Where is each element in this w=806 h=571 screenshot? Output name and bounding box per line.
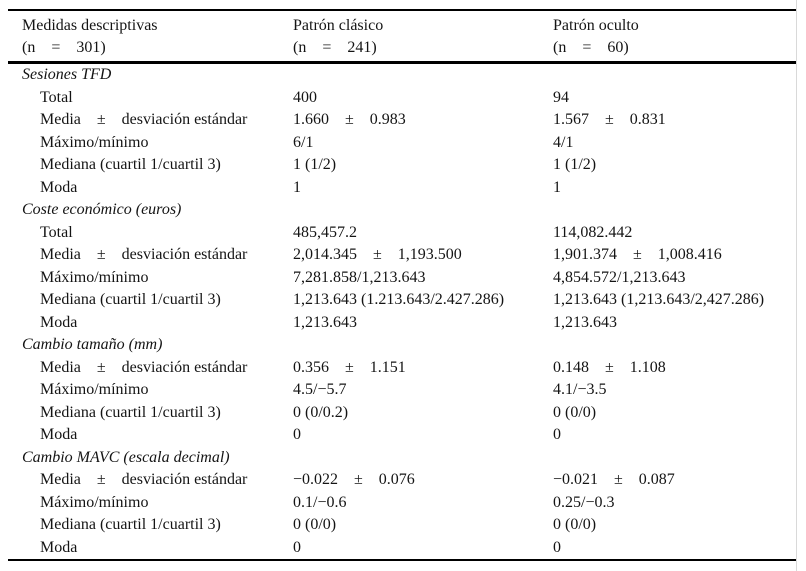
page-edge-line: [796, 0, 797, 571]
table-row: Mediana (cuartil 1/cuartil 3) 1 (1/2) 1 (1…: [8, 154, 797, 177]
table-row: Máximo/mínimo 4.5/−5.7 4.1/−3.5: [8, 379, 797, 402]
row-label: Total: [40, 88, 73, 106]
value-patron-oculto: 1,901.374 ± 1,008.416: [553, 246, 722, 263]
value-patron-clasico: 0.1/−0.6: [293, 493, 347, 511]
value-patron-oculto: 4.1/−3.5: [553, 381, 607, 398]
table-top-rule: [8, 9, 797, 11]
row-label: Máximo/mínimo: [40, 381, 149, 398]
table-row: Mediana (cuartil 1/cuartil 3) 0 (0/0) 0 (0…: [8, 514, 797, 537]
value-patron-oculto: 0 (0/0): [553, 516, 597, 533]
value-patron-clasico: 7,281.858/1,213.643: [293, 268, 426, 286]
value-patron-clasico: 1,213.643 (1.213.643/2.427.286): [293, 291, 505, 308]
value-patron-oculto: 4/1: [553, 133, 574, 151]
row-label: Mediana (cuartil 1/cuartil 3): [40, 156, 221, 173]
value-patron-clasico: 485,457.2: [293, 223, 357, 241]
value-patron-clasico: 2,014.345 ± 1,193.500: [293, 246, 462, 263]
value-patron-clasico: 0: [293, 538, 301, 556]
section-title: Cambio MAVC (escala decimal): [22, 448, 230, 466]
table-row: Moda 0 0: [8, 537, 797, 560]
value-patron-oculto: 4,854.572/1,213.643: [553, 268, 686, 286]
table-row: Total 485,457.2 114,082.442: [8, 222, 797, 245]
value-patron-clasico: 1,213.643: [293, 313, 357, 331]
table-row: Moda 1 1: [8, 177, 797, 200]
row-label: Máximo/mínimo: [40, 133, 149, 151]
value-patron-oculto: 1,213.643 (1,213.643/2,427.286): [553, 291, 765, 308]
column-header-patron-oculto: Patrón oculto (n = 60): [553, 15, 797, 59]
value-patron-oculto: 1.567 ± 0.831: [553, 111, 666, 128]
value-patron-clasico: 1 (1/2): [293, 156, 337, 173]
column-header-medidas: Medidas descriptivas (n = 301): [8, 15, 293, 59]
value-patron-clasico: 400: [293, 88, 317, 106]
row-label: Mediana (cuartil 1/cuartil 3): [40, 291, 221, 308]
column-header-n: (n = 60): [553, 39, 629, 56]
row-label: Moda: [40, 178, 78, 196]
table-row: Máximo/mínimo 0.1/−0.6 0.25/−0.3: [8, 492, 797, 515]
table-row: Mediana (cuartil 1/cuartil 3) 1,213.643 (…: [8, 289, 797, 312]
value-patron-clasico: 6/1: [293, 133, 314, 151]
row-label: Mediana (cuartil 1/cuartil 3): [40, 516, 221, 533]
value-patron-oculto: 114,082.442: [553, 223, 633, 241]
value-patron-clasico: 0 (0/0.2): [293, 403, 349, 421]
table-row: Moda 0 0: [8, 424, 797, 447]
row-label: Total: [40, 223, 73, 241]
table-row: Mediana (cuartil 1/cuartil 3) 0 (0/0.2) 0 …: [8, 402, 797, 425]
row-label: Máximo/mínimo: [40, 493, 149, 511]
value-patron-clasico: 0 (0/0): [293, 516, 337, 533]
row-label: Media ± desviación estándar: [40, 111, 248, 128]
table-header-row: Medidas descriptivas (n = 301) Patrón cl…: [8, 11, 797, 61]
row-label: Moda: [40, 538, 78, 556]
row-label: Media ± desviación estándar: [40, 246, 248, 263]
value-patron-oculto: −0.021 ± 0.087: [553, 471, 675, 488]
value-patron-clasico: 1.660 ± 0.983: [293, 111, 406, 128]
value-patron-oculto: 0 (0/0): [553, 403, 597, 421]
value-patron-oculto: 1 (1/2): [553, 156, 597, 173]
row-label: Máximo/mínimo: [40, 268, 149, 286]
section-title: Cambio tamaño (mm): [22, 336, 163, 353]
column-header-n: (n = 301): [22, 39, 106, 56]
table-row: Total 400 94: [8, 87, 797, 110]
section-title: Coste económico (euros): [22, 201, 182, 218]
table-row: Moda 1,213.643 1,213.643: [8, 312, 797, 335]
value-patron-clasico: 4.5/−5.7: [293, 381, 347, 398]
value-patron-oculto: 0: [553, 538, 561, 556]
table-row: Media ± desviación estándar 0.356 ± 1.151…: [8, 357, 797, 380]
row-label: Moda: [40, 313, 78, 331]
table-row: Media ± desviación estándar −0.022 ± 0.07…: [8, 469, 797, 492]
descriptive-statistics-table: Medidas descriptivas (n = 301) Patrón cl…: [8, 9, 797, 561]
value-patron-oculto: 0: [553, 426, 561, 443]
column-header-patron-clasico: Patrón clásico (n = 241): [293, 15, 553, 59]
value-patron-clasico: 1: [293, 178, 301, 196]
value-patron-oculto: 1,213.643: [553, 313, 617, 331]
header-divider-rule: [8, 61, 797, 64]
row-label: Media ± desviación estándar: [40, 471, 248, 488]
table-row: Máximo/mínimo 7,281.858/1,213.643 4,854.57…: [8, 267, 797, 290]
value-patron-oculto: 0.25/−0.3: [553, 493, 615, 511]
column-header-n: (n = 241): [293, 39, 377, 56]
value-patron-clasico: −0.022 ± 0.076: [293, 471, 415, 488]
column-header-title: Patrón clásico: [293, 17, 384, 34]
value-patron-oculto: 94: [553, 88, 569, 106]
section-title: Sesiones TFD: [22, 66, 112, 83]
value-patron-clasico: 0.356 ± 1.151: [293, 358, 406, 376]
row-label: Media ± desviación estándar: [40, 358, 248, 376]
value-patron-clasico: 0: [293, 426, 301, 443]
table-body: Sesiones TFD Total 400 94 Media ± desviación…: [8, 64, 797, 559]
table-row: Media ± desviación estándar 2,014.345 ± 1…: [8, 244, 797, 267]
value-patron-oculto: 0.148 ± 1.108: [553, 358, 666, 376]
table-bottom-rule: [8, 559, 797, 561]
value-patron-oculto: 1: [553, 178, 561, 196]
table-row: Media ± desviación estándar 1.660 ± 0.983…: [8, 109, 797, 132]
row-label: Mediana (cuartil 1/cuartil 3): [40, 403, 221, 421]
table-row: Máximo/mínimo 6/1 4/1: [8, 132, 797, 155]
column-header-title: Medidas descriptivas: [22, 17, 158, 34]
row-label: Moda: [40, 426, 78, 443]
column-header-title: Patrón oculto: [553, 17, 639, 34]
